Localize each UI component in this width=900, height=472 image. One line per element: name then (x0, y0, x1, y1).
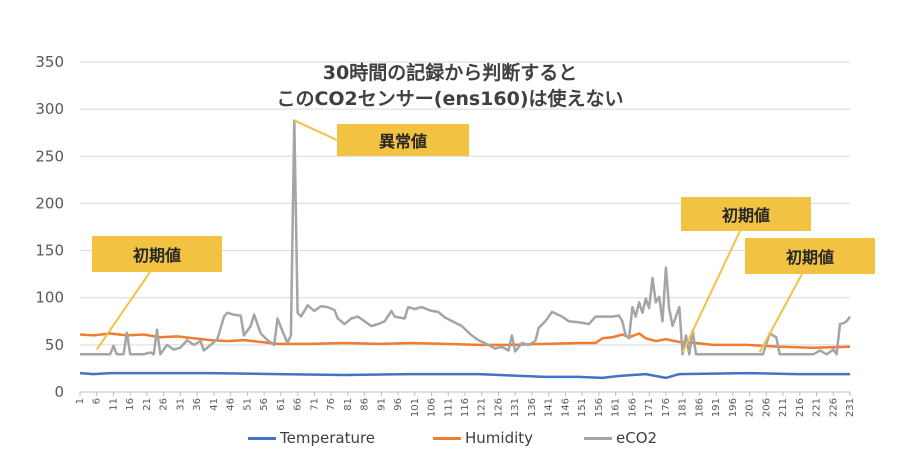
x-tick-label: 11 (108, 398, 119, 411)
legend-label-temperature: Temperature (280, 429, 376, 447)
annotation-initial-leader-right-bottom (758, 273, 803, 353)
x-tick-label: 176 (661, 398, 672, 417)
x-tick-label: 6 (92, 398, 103, 404)
annotation-initial-value-label-right-top: 初期値 (681, 197, 811, 231)
series-line-eco2 (80, 119, 852, 356)
x-tick-label: 196 (728, 398, 739, 417)
x-tick-label: 201 (745, 398, 756, 417)
chart-title-line-1: 30時間の記録から判断すると (322, 62, 578, 84)
x-tick-label: 61 (276, 398, 287, 411)
x-tick-label: 76 (326, 398, 337, 411)
x-tick-label: 211 (778, 398, 789, 417)
x-tick-label: 126 (493, 398, 504, 417)
x-tick-label: 166 (627, 398, 638, 417)
series-line-humidity (79, 332, 851, 349)
x-tick-label: 51 (242, 398, 253, 411)
y-tick-label: 200 (35, 194, 64, 212)
legend-label-humidity: Humidity (465, 429, 534, 447)
x-tick-label: 161 (611, 398, 622, 417)
legend-label-eco2: eCO2 (616, 429, 658, 447)
y-tick-label: 300 (35, 100, 64, 118)
x-tick-label: 21 (142, 398, 153, 411)
legend-item-temperature: Temperature (248, 429, 375, 447)
series-line-temperature (79, 371, 850, 380)
x-tick-label: 36 (192, 398, 203, 411)
legend-swatch-humidity (433, 436, 461, 440)
x-tick-label: 216 (795, 398, 806, 417)
x-tick-label: 141 (544, 398, 555, 417)
x-tick-label: 31 (175, 398, 186, 411)
x-tick-label: 26 (159, 398, 170, 411)
chart-legend: Temperature Humidity eCO2 (0, 429, 900, 449)
x-tick-label: 186 (694, 398, 705, 417)
chart-title-line-2: このCO2センサー(ens160)は使えない (276, 88, 624, 110)
x-tick-label: 1 (75, 398, 86, 404)
legend-item-humidity: Humidity (433, 429, 533, 447)
legend-item-eco2: eCO2 (584, 429, 657, 447)
x-tick-label: 206 (761, 398, 772, 417)
x-tick-label: 56 (259, 398, 270, 411)
x-tick-label: 66 (293, 398, 304, 411)
y-tick-label: 150 (35, 242, 64, 260)
x-tick-label: 131 (510, 398, 521, 417)
legend-swatch-temperature (248, 436, 276, 440)
x-tick-label: 146 (560, 398, 571, 417)
y-tick-label: 250 (35, 147, 64, 165)
x-tick-label: 226 (828, 398, 839, 417)
x-tick-label: 41 (209, 398, 220, 411)
x-tick-label: 16 (125, 398, 136, 411)
annotation-initial-leader-left (95, 271, 151, 351)
x-tick-label: 221 (812, 398, 823, 417)
annotation-outlier-leader (293, 119, 338, 141)
x-tick-label: 151 (577, 398, 588, 417)
annotation-initial-value-label-right-bottom: 初期値 (745, 238, 875, 274)
x-tick-label: 121 (477, 398, 488, 417)
y-tick-label: 0 (54, 383, 64, 401)
x-tick-label: 46 (226, 398, 237, 411)
x-tick-label: 156 (594, 398, 605, 417)
x-tick-label: 96 (393, 398, 404, 411)
x-tick-label: 81 (343, 398, 354, 411)
annotation-initial-value-label-left: 初期値 (92, 236, 222, 272)
x-tick-label: 86 (360, 398, 371, 411)
x-tick-label: 231 (845, 398, 856, 417)
legend-swatch-eco2 (584, 436, 612, 440)
x-tick-label: 111 (443, 398, 454, 417)
x-tick-label: 101 (410, 398, 421, 417)
annotation-outlier-label: 異常値 (337, 124, 469, 156)
x-tick-label: 171 (644, 398, 655, 417)
y-tick-label: 50 (45, 336, 64, 354)
x-tick-label: 91 (376, 398, 387, 411)
x-tick-label: 106 (427, 398, 438, 417)
y-tick-label: 350 (35, 53, 64, 71)
x-tick-label: 116 (460, 398, 471, 417)
y-tick-label: 100 (35, 289, 64, 307)
x-tick-label: 181 (678, 398, 689, 417)
x-tick-label: 191 (711, 398, 722, 417)
annotation-initial-leader-right-top (681, 230, 741, 353)
x-tick-label: 71 (309, 398, 320, 411)
x-tick-label: 136 (527, 398, 538, 417)
